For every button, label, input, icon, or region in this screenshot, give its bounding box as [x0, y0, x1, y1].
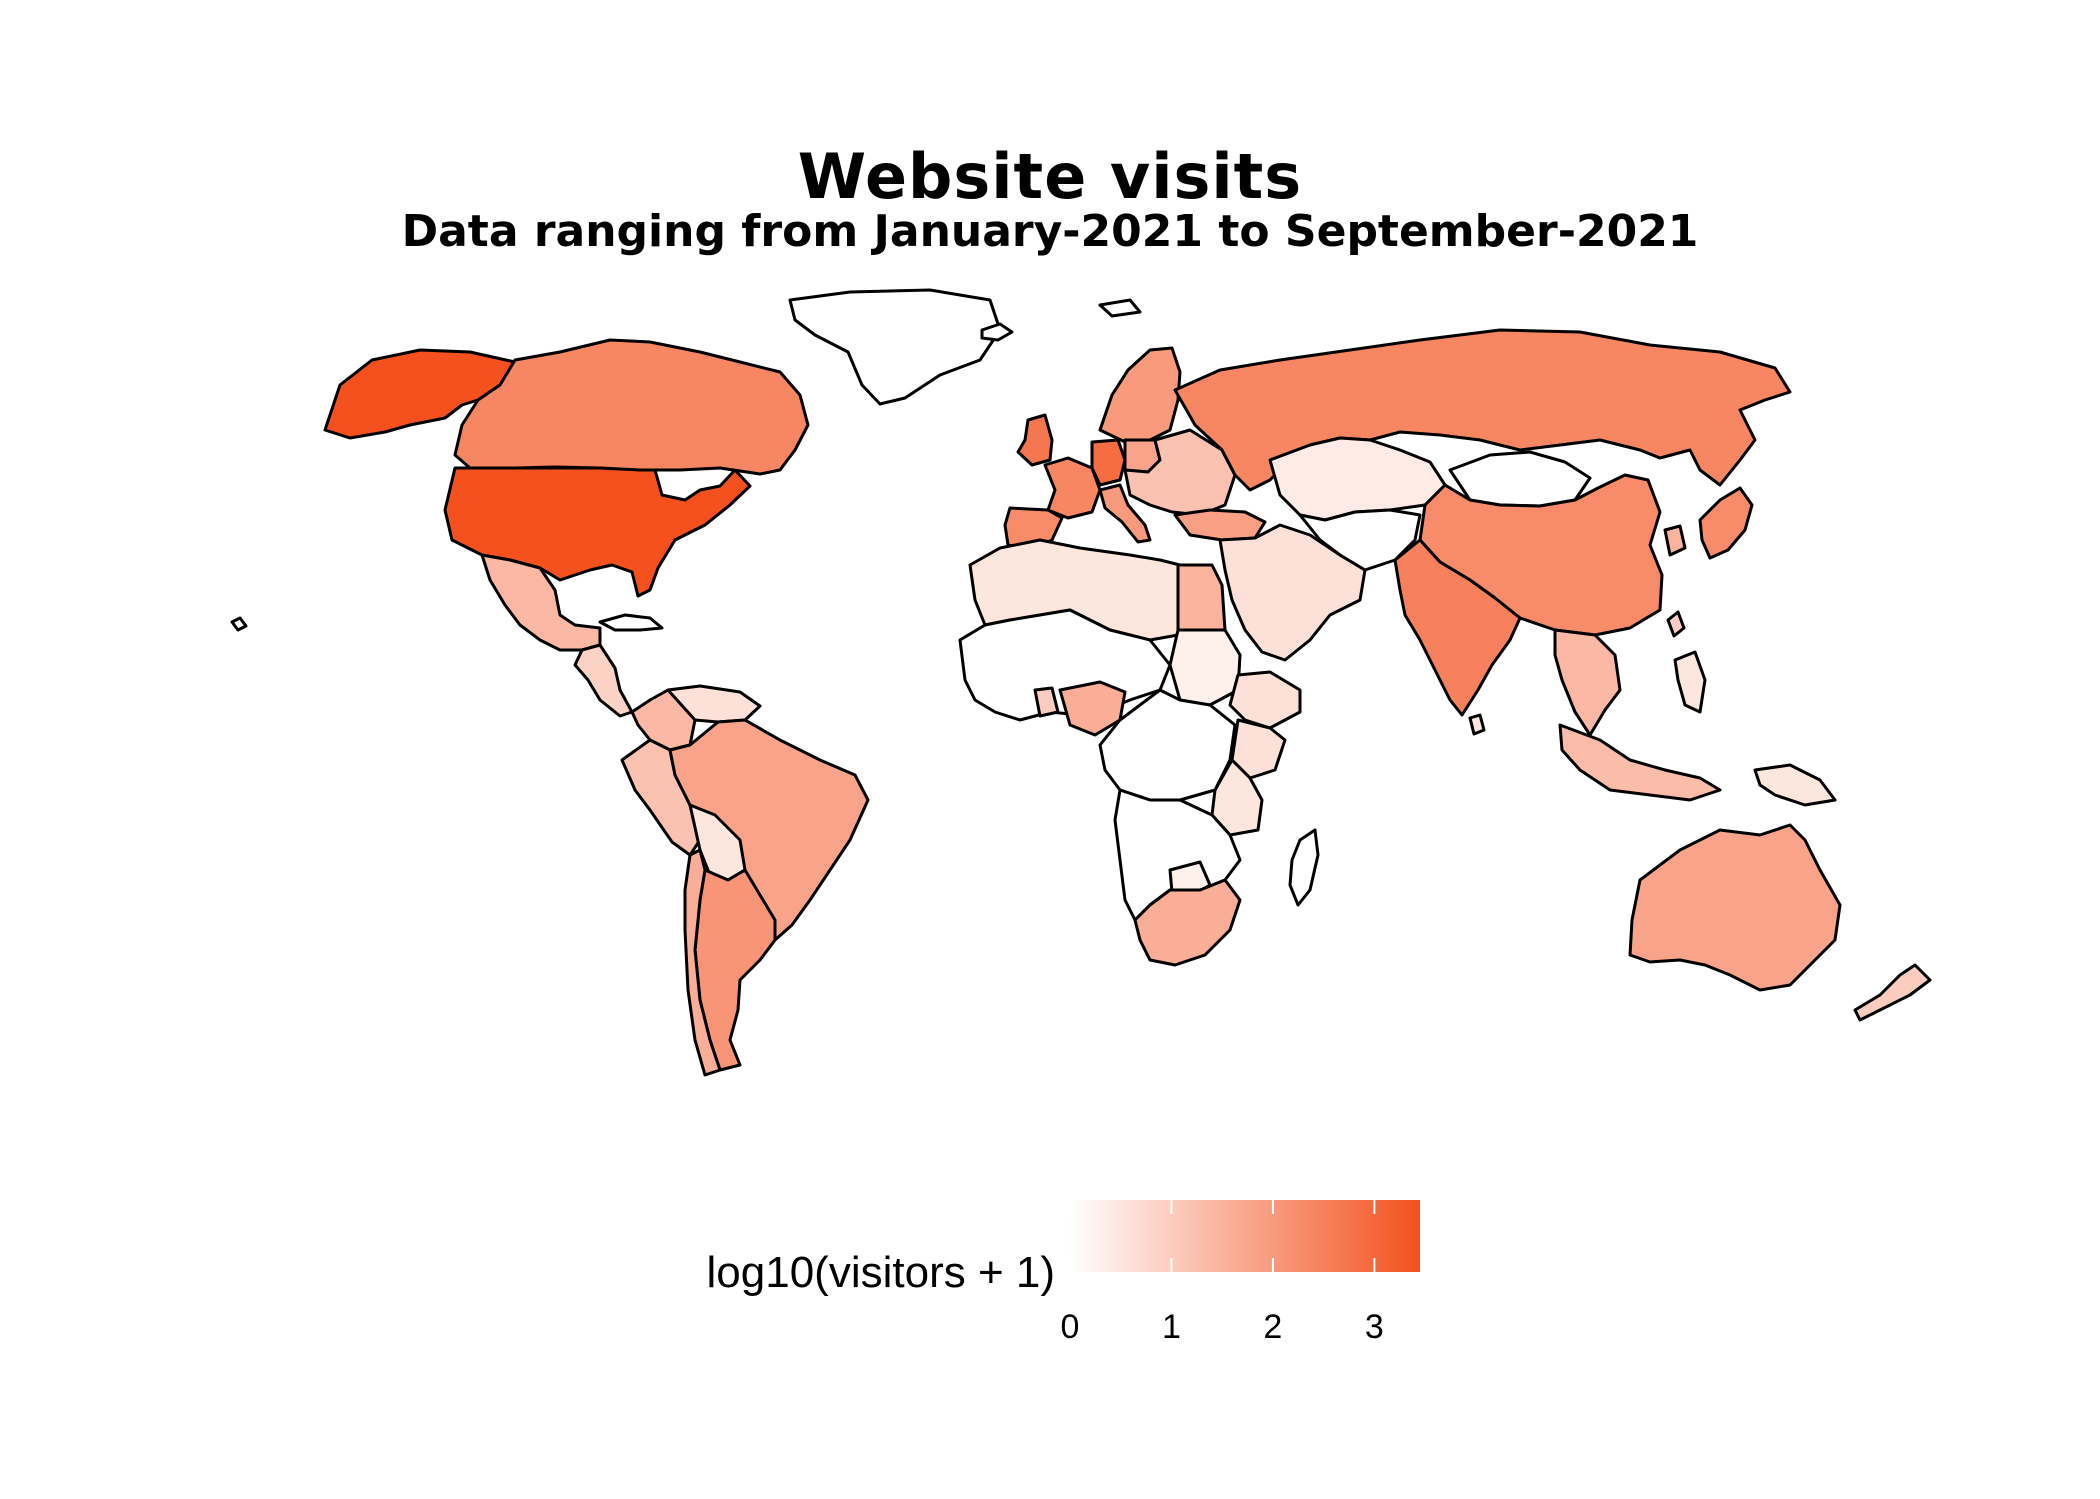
region-scandinavia: [1098, 346, 1182, 444]
region-france: [1043, 456, 1102, 520]
region-egypt: [1176, 563, 1227, 632]
region-cuba: [598, 613, 664, 632]
region-south-africa: [1133, 878, 1242, 967]
region-papua-new-guinea: [1753, 763, 1837, 807]
region-sudan: [1168, 628, 1242, 707]
map-title: Website visits: [797, 140, 1303, 213]
map-subtitle: Data ranging from January-2021 to Septem…: [401, 206, 1699, 257]
region-taiwan: [1666, 610, 1686, 638]
region-australia: [1628, 823, 1842, 992]
region-canada: [453, 338, 810, 476]
region-chile: [683, 848, 722, 1077]
region-central-africa: [1098, 688, 1237, 802]
legend-tick-label: 3: [1364, 1308, 1384, 1346]
region-kazakhstan: [1268, 436, 1447, 522]
region-iceland: [980, 322, 1014, 342]
region-japan: [1698, 486, 1754, 560]
legend-colorbar: [1069, 1200, 1420, 1272]
legend-gradient-bar: [1070, 1200, 1420, 1272]
region-ethiopia: [1228, 670, 1302, 730]
region-central-america: [573, 643, 634, 718]
region-new-zealand: [1853, 963, 1932, 1022]
region-sri-lanka: [1468, 713, 1486, 736]
legend-tick-label: 2: [1263, 1308, 1283, 1346]
region-italy: [1098, 483, 1152, 544]
region-ghana: [1033, 686, 1060, 718]
legend-tick-label: 1: [1161, 1308, 1181, 1346]
region-south-korea: [1663, 524, 1687, 557]
legend-title: log10(visitors + 1): [706, 1248, 1055, 1297]
region-middle-east: [1218, 523, 1367, 662]
region-svalbard: [1098, 298, 1142, 318]
region-philippines: [1673, 650, 1707, 714]
region-madagascar: [1288, 828, 1320, 907]
region-greenland: [788, 288, 1002, 406]
region-united-kingdom: [1016, 413, 1054, 467]
region-central-asia: [1298, 508, 1422, 572]
map-regions: [230, 288, 1932, 1077]
region-mongolia: [1448, 450, 1592, 508]
region-germany: [1090, 438, 1127, 487]
region-hawaii-united-states: [230, 616, 248, 632]
region-indonesia: [1558, 723, 1722, 802]
region-india: [1393, 538, 1522, 717]
region-southeast-asia: [1553, 628, 1622, 737]
legend-tick-label: 0: [1060, 1308, 1080, 1346]
region-turkey: [1173, 508, 1267, 542]
region-venezuela: [666, 684, 762, 724]
region-colombia: [630, 688, 697, 752]
